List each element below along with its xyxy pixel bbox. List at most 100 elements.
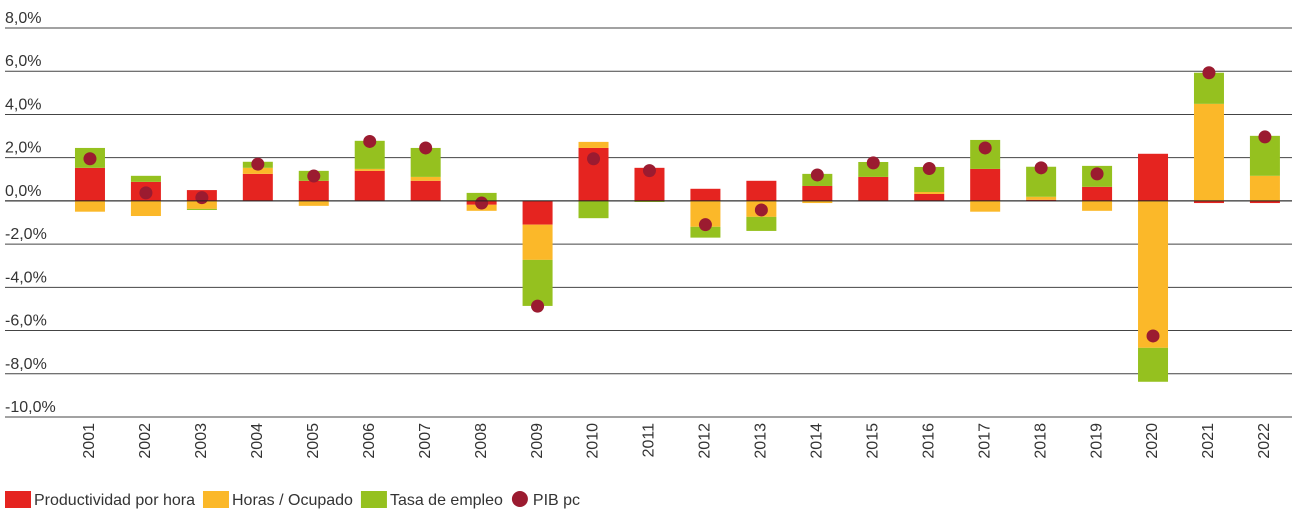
- bar-segment: [1193, 103, 1224, 201]
- bar-segment: [1249, 175, 1280, 201]
- dot: [139, 186, 153, 200]
- dot: [307, 169, 321, 183]
- x-tick-label: 2002: [137, 423, 154, 459]
- x-tick-label: 2007: [417, 423, 434, 459]
- bar-segment: [970, 200, 1001, 212]
- bar-segment: [242, 167, 273, 174]
- dot: [810, 168, 824, 182]
- x-tick-label: 2006: [361, 423, 378, 459]
- dot: [866, 156, 880, 170]
- x-tick-label: 2015: [864, 423, 881, 459]
- bar-segment: [690, 226, 721, 238]
- legend-swatch: [360, 491, 387, 508]
- y-tick-label: 0,0%: [5, 183, 41, 200]
- bar-segment: [578, 141, 609, 148]
- dot: [587, 152, 601, 166]
- bar-segment: [1082, 200, 1113, 211]
- legend-label: PIB pc: [533, 492, 580, 509]
- x-tick-label: 2004: [249, 423, 266, 459]
- x-tick-label: 2016: [920, 423, 937, 459]
- bar-segment: [242, 173, 273, 201]
- bar-segment: [914, 192, 945, 194]
- y-tick-label: 4,0%: [5, 96, 41, 113]
- x-tick-label: 2017: [976, 423, 993, 459]
- x-tick-label: 2019: [1088, 423, 1105, 459]
- bar-segment: [1193, 200, 1224, 204]
- y-tick-label: 6,0%: [5, 53, 41, 70]
- bar-segment: [130, 200, 161, 217]
- dot: [83, 152, 97, 166]
- dot: [419, 141, 433, 155]
- bar-segment: [298, 200, 329, 206]
- x-tick-label: 2020: [1144, 423, 1161, 459]
- bar-segment: [410, 180, 441, 201]
- dot: [195, 191, 209, 205]
- y-tick-label: -2,0%: [5, 226, 47, 243]
- bar-segment: [1082, 186, 1113, 201]
- x-tick-label: 2021: [1200, 423, 1217, 459]
- dot: [531, 299, 545, 313]
- y-tick-label: -10,0%: [5, 399, 56, 416]
- bar-segment: [634, 200, 665, 202]
- bar-segment: [74, 200, 105, 212]
- bar-segment: [354, 170, 385, 201]
- bar-segment: [970, 168, 1001, 201]
- y-tick-label: -8,0%: [5, 356, 47, 373]
- legend-swatch: [5, 491, 31, 508]
- x-tick-label: 2022: [1256, 423, 1273, 459]
- bar-segment: [802, 200, 833, 204]
- bar-segment: [858, 176, 889, 201]
- y-tick-label: -6,0%: [5, 313, 47, 330]
- x-tick-label: 2005: [305, 423, 322, 459]
- y-tick-label: -4,0%: [5, 269, 47, 286]
- bar-segment: [186, 200, 217, 209]
- dot: [1090, 167, 1104, 181]
- dot: [363, 134, 377, 148]
- bar-segment: [186, 208, 217, 210]
- bar-segment: [914, 193, 945, 201]
- bar-segment: [578, 200, 609, 219]
- bar-segment: [1249, 200, 1280, 204]
- bar-segment: [746, 216, 777, 231]
- dot: [642, 164, 656, 178]
- x-tick-label: 2003: [193, 423, 210, 459]
- bar-segment: [522, 224, 553, 260]
- x-tick-label: 2001: [81, 423, 98, 459]
- bar-segment: [298, 180, 329, 201]
- x-tick-label: 2008: [473, 423, 490, 459]
- bar-segment: [1026, 196, 1057, 200]
- bar-segment: [1138, 153, 1169, 201]
- dot: [1202, 66, 1216, 80]
- bar-segment: [1138, 200, 1169, 348]
- dot: [1034, 161, 1048, 175]
- bar-segment: [746, 180, 777, 201]
- bar-segment: [1138, 347, 1169, 382]
- dot: [475, 196, 489, 210]
- x-tick-label: 2018: [1032, 423, 1049, 459]
- y-tick-label: 2,0%: [5, 140, 41, 157]
- bar-segment: [858, 161, 889, 177]
- bar-segment: [130, 175, 161, 182]
- legend-label: Horas / Ocupado: [232, 492, 353, 509]
- bar-segment: [522, 200, 553, 225]
- legend-swatch: [511, 491, 528, 507]
- x-tick-label: 2014: [809, 423, 826, 459]
- bar-segment: [690, 188, 721, 201]
- x-tick-label: 2013: [753, 423, 770, 459]
- x-tick-label: 2009: [529, 423, 546, 459]
- dot: [1146, 329, 1160, 343]
- dot: [922, 161, 936, 175]
- bar-segment: [1026, 199, 1057, 201]
- x-tick-label: 2012: [697, 423, 714, 459]
- bar-segment: [74, 167, 105, 201]
- dot: [251, 157, 265, 171]
- legend-swatch: [202, 491, 229, 508]
- x-tick-label: 2011: [641, 423, 658, 458]
- legend-label: Tasa de empleo: [390, 492, 503, 509]
- bar-segment: [354, 168, 385, 171]
- x-tick-label: 2010: [585, 423, 602, 459]
- dot: [754, 203, 768, 217]
- y-tick-label: 8,0%: [5, 10, 41, 27]
- dot: [978, 141, 992, 155]
